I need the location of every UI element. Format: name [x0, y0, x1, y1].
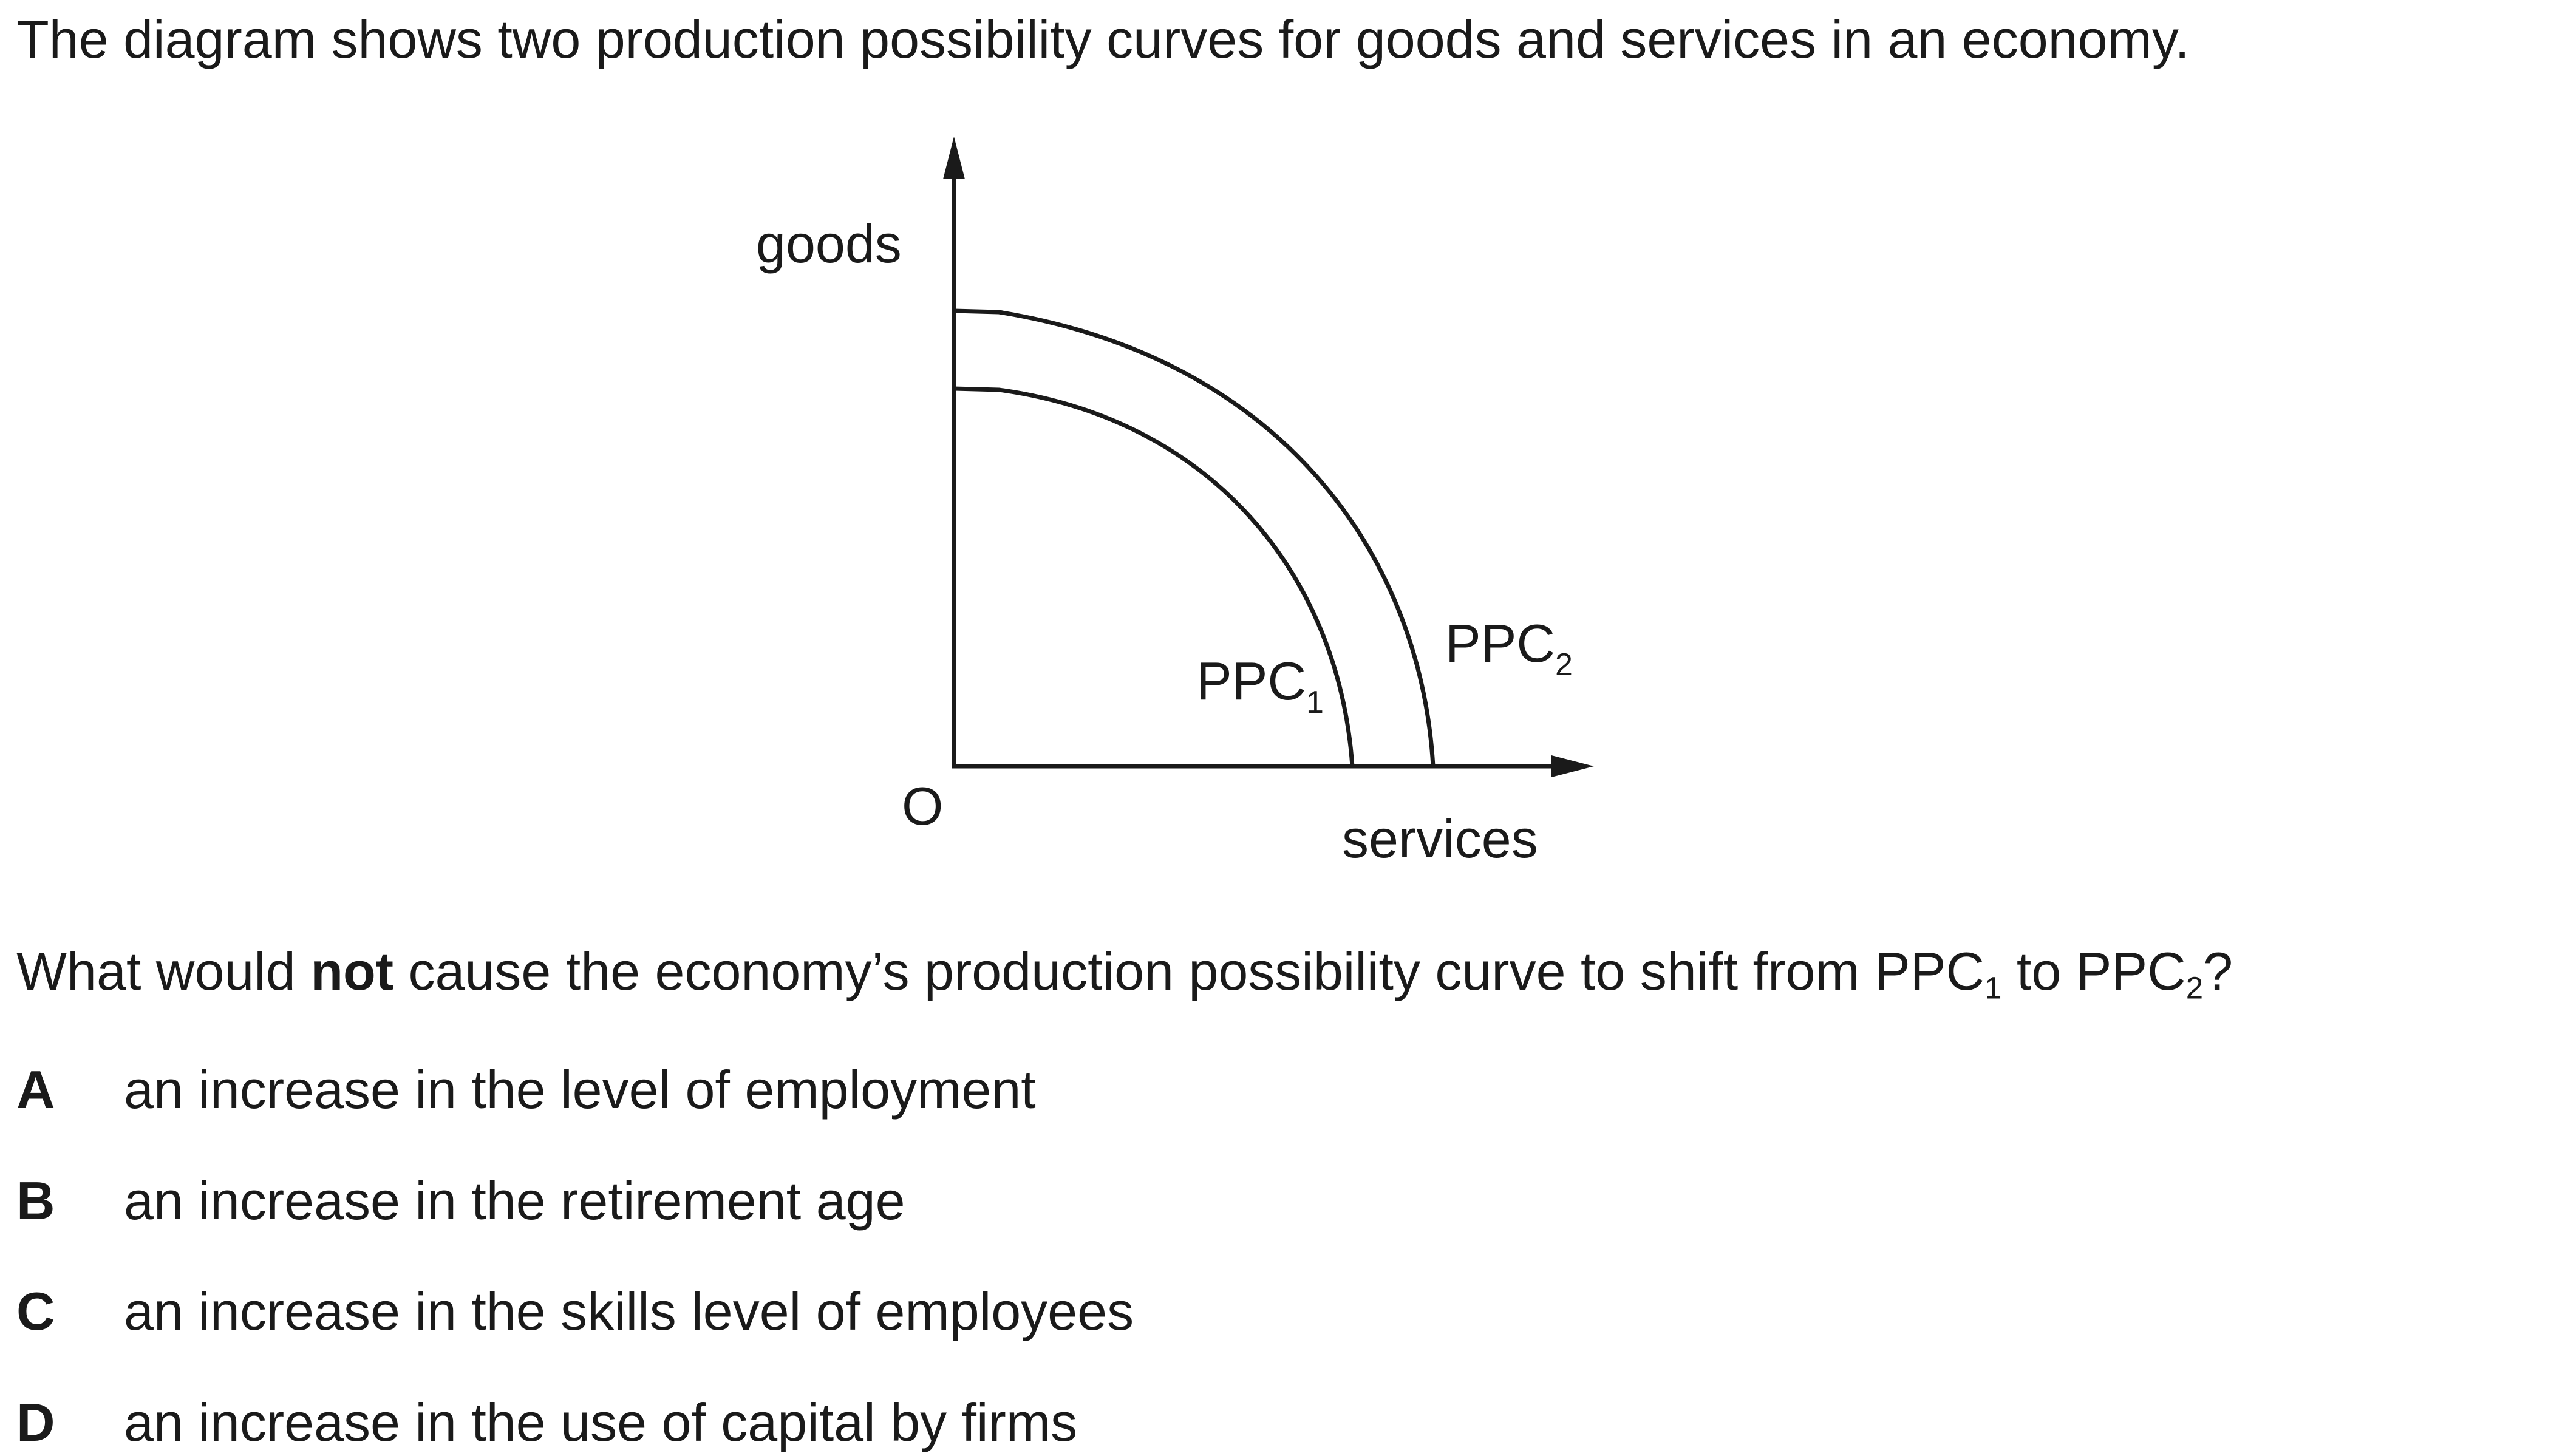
question-part2: cause the economy’s production possibili… — [393, 941, 1985, 1001]
question-text: What would not cause the economy’s produ… — [16, 938, 2233, 1005]
services-axis-label: services — [1342, 809, 1538, 869]
ppc1-curve — [953, 386, 1355, 767]
question-sub2: 2 — [2185, 970, 2204, 1005]
option-letter: C — [16, 1281, 55, 1341]
ppc1-label-subscript: 1 — [1306, 685, 1324, 720]
services-axis-arrowhead — [1551, 755, 1594, 777]
ppc1-label-text: PPC — [1196, 651, 1306, 711]
option-letter: B — [16, 1171, 55, 1231]
option-text: an increase in the retirement age — [124, 1171, 905, 1231]
question-emphasis: not — [310, 941, 394, 1001]
ppc2-label: PPC2 — [1445, 613, 1573, 682]
ppc-diagram: goods services O PPC1 PPC2 — [756, 137, 1594, 869]
question-part1: What would — [16, 941, 311, 1001]
intro-text: The diagram shows two production possibi… — [16, 9, 2190, 69]
ppc2-curve — [953, 308, 1436, 767]
option-letter: A — [16, 1060, 55, 1120]
goods-axis-label: goods — [756, 214, 902, 274]
ppc2-label-text: PPC — [1445, 613, 1555, 673]
goods-axis-arrowhead — [943, 137, 965, 179]
option-text: an increase in the use of capital by fir… — [124, 1392, 1078, 1452]
option-text: an increase in the level of employment — [124, 1060, 1036, 1120]
origin-label: O — [902, 776, 943, 836]
option-letter: D — [16, 1392, 55, 1452]
question-part3: to PPC — [2001, 941, 2186, 1001]
option-text: an increase in the skills level of emplo… — [124, 1281, 1134, 1341]
question-part4: ? — [2203, 941, 2233, 1001]
ppc1-label: PPC1 — [1196, 651, 1324, 720]
ppc2-label-subscript: 2 — [1555, 647, 1573, 682]
question-sub1: 1 — [1984, 970, 2002, 1005]
